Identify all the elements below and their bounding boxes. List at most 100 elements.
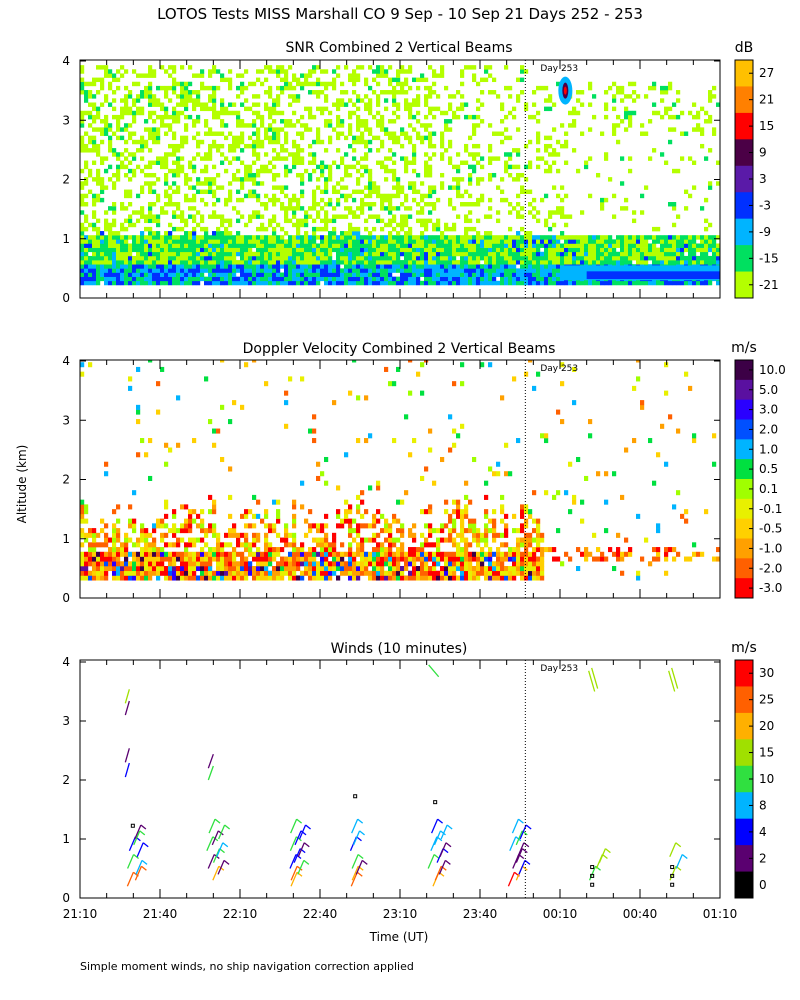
velocity-cell — [296, 551, 301, 557]
snr-cell — [296, 131, 301, 136]
velocity-cell — [288, 575, 293, 581]
snr-cell — [200, 69, 205, 74]
snr-cell — [548, 106, 553, 112]
snr-cell — [444, 264, 449, 269]
velocity-cell — [168, 566, 173, 572]
snr-cell — [520, 185, 525, 190]
snr-cell — [280, 69, 285, 74]
velocity-cell — [128, 376, 133, 382]
velocity-cell — [408, 547, 413, 553]
velocity-cell — [280, 556, 285, 562]
snr-cell — [476, 272, 481, 277]
snr-cell — [160, 264, 165, 269]
snr-cell — [236, 123, 241, 128]
snr-cell — [300, 148, 305, 153]
snr-cell — [248, 143, 253, 149]
snr-cell — [400, 189, 405, 195]
velocity-cell — [356, 395, 361, 401]
snr-cell — [624, 251, 629, 257]
snr-cell — [688, 251, 693, 257]
snr-cell — [224, 197, 229, 203]
snr-cell — [112, 218, 117, 224]
snr-cell — [256, 226, 261, 232]
velocity-cell — [444, 509, 449, 515]
snr-cell — [312, 243, 317, 248]
velocity-cell — [240, 513, 245, 519]
velocity-cell — [444, 575, 449, 581]
snr-cell — [148, 160, 153, 165]
snr-cell — [136, 110, 141, 116]
velocity-cell — [164, 551, 169, 557]
snr-cell — [268, 235, 273, 240]
velocity-cell — [312, 575, 317, 581]
velocity-cell — [412, 523, 417, 529]
snr-cell — [420, 268, 425, 273]
snr-cell — [200, 168, 205, 174]
velocity-cell — [80, 542, 85, 548]
snr-cell — [540, 243, 545, 248]
snr-cell — [392, 168, 397, 174]
snr-cell — [208, 185, 213, 190]
snr-cell — [148, 202, 153, 207]
velocity-cell — [324, 537, 329, 543]
snr-cell — [492, 255, 497, 261]
velocity-cell — [308, 523, 313, 529]
velocity-cell — [348, 575, 353, 581]
velocity-cell — [232, 400, 237, 406]
snr-cell — [596, 255, 601, 261]
snr-cell — [712, 255, 717, 261]
snr-cell — [408, 135, 413, 141]
snr-cell — [588, 81, 593, 87]
snr-cell — [560, 143, 565, 149]
snr-cell — [588, 251, 593, 257]
velocity-cell — [144, 528, 149, 534]
snr-cell — [120, 268, 125, 273]
snr-cell — [476, 98, 481, 103]
velocity-cell — [204, 532, 209, 538]
snr-cell — [236, 110, 241, 116]
snr-cell — [268, 276, 273, 282]
snr-cell — [440, 280, 445, 286]
snr-cell — [436, 73, 441, 78]
snr-cell — [388, 168, 393, 174]
snr-cell — [356, 123, 361, 128]
velocity-cell — [348, 504, 353, 510]
velocity-cell — [200, 509, 205, 515]
snr-cell — [544, 135, 549, 141]
snr-cell — [712, 260, 717, 265]
velocity-cell — [336, 566, 341, 572]
velocity-cell — [432, 566, 437, 572]
snr-cell — [220, 77, 225, 83]
snr-cell — [320, 160, 325, 165]
snr-cell — [152, 202, 157, 207]
snr-cell — [376, 98, 381, 103]
snr-cell — [140, 156, 145, 161]
snr-cell — [428, 272, 433, 277]
snr-cell — [716, 260, 720, 265]
snr-cell — [256, 197, 261, 203]
snr-cell — [408, 280, 413, 286]
snr-cell — [312, 202, 317, 207]
snr-cell — [184, 98, 189, 103]
velocity-cell — [348, 542, 353, 548]
velocity-cell — [128, 566, 133, 572]
snr-cell — [508, 260, 513, 265]
snr-cell — [348, 272, 353, 277]
snr-cell — [224, 280, 229, 286]
velocity-cell — [324, 561, 329, 567]
snr-cell — [504, 160, 509, 165]
snr-cell — [484, 231, 489, 236]
snr-cell — [172, 131, 177, 136]
snr-cell — [452, 164, 457, 170]
snr-cell — [316, 81, 321, 87]
snr-cell — [548, 210, 553, 215]
velocity-cell — [176, 551, 181, 557]
velocity-cell — [156, 409, 161, 415]
velocity-cell — [132, 528, 137, 534]
snr-cell — [704, 119, 709, 124]
snr-cell — [428, 260, 433, 265]
velocity-cell — [256, 537, 261, 543]
snr-cell — [332, 268, 337, 273]
snr-cell — [676, 235, 681, 240]
snr-cell — [344, 135, 349, 141]
